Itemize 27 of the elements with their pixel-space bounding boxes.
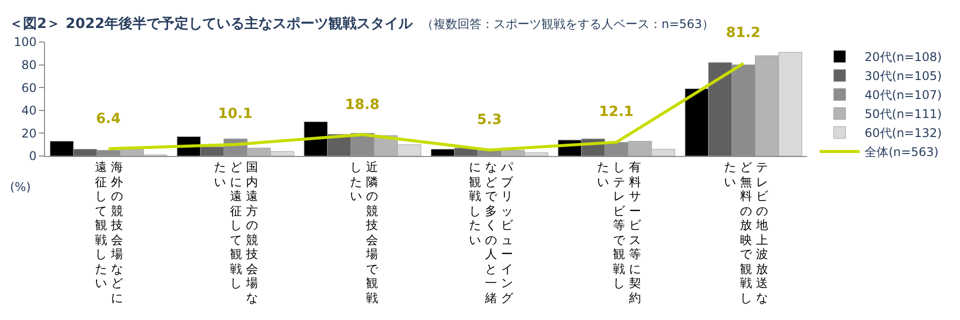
data-label: 5.3 xyxy=(477,112,502,128)
y-tick-label: 60 xyxy=(21,80,37,95)
data-label: 12.1 xyxy=(599,104,634,120)
y-tick-label: 20 xyxy=(21,126,37,140)
y-axis-title: (%) xyxy=(10,180,31,194)
y-tick-label: 40 xyxy=(21,104,37,118)
category-label: 近隣の競技会場で観戦したい xyxy=(350,160,378,305)
y-tick-label: 80 xyxy=(21,58,37,72)
category-label: テレビの地上波放送など無料の放映で観戦したい xyxy=(724,160,768,305)
legend-label: 60代(n=132) xyxy=(864,126,942,140)
data-label: 18.8 xyxy=(345,97,380,113)
chart-subtitle: （複数回答：スポーツ観戦をする人ベース：n=563） xyxy=(422,17,714,31)
legend-label: 30代(n=105) xyxy=(864,69,942,84)
category-label: 国内遠方の競技会場などに遠征して観戦したい xyxy=(214,160,258,305)
data-label: 81.2 xyxy=(726,25,761,41)
category-label: 海外の競技会場などに遠征して観戦したい xyxy=(94,160,123,305)
legend-label: 20代(n=108) xyxy=(864,50,942,64)
legend-label: 全体(n=563) xyxy=(864,145,939,160)
category-label: 有料サービス等に契約しテレビ等で観戦したい xyxy=(596,160,641,305)
category-label: パブリッビューイングなどで多くの人と一緒に観戦したい xyxy=(469,160,514,305)
chart-title: ＜図2＞ 2022年後半で予定している主なスポーツ観戦スタイル xyxy=(9,15,414,32)
y-tick-label: 100 xyxy=(14,35,37,50)
data-label: 10.1 xyxy=(218,106,253,122)
legend-label: 50代(n=111) xyxy=(864,107,942,122)
legend-label: 40代(n=107) xyxy=(864,88,942,102)
data-label: 6.4 xyxy=(96,111,122,127)
y-tick-label: 0 xyxy=(28,149,37,164)
